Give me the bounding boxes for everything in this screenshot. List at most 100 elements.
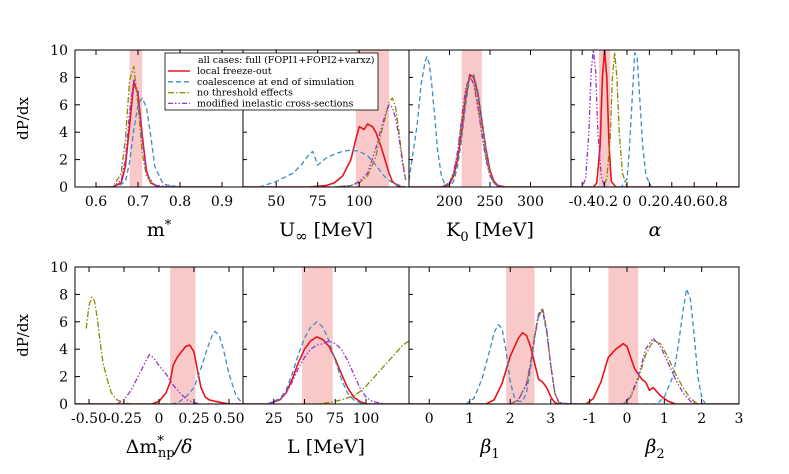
x-tick-label: 100 <box>353 411 380 427</box>
series-line-coalescence-at-end-of-simulation <box>243 149 406 187</box>
series-line-local-freeze-out <box>75 344 243 404</box>
x-tick-label: -0.25 <box>106 411 142 427</box>
x-tick-label: 0.25 <box>178 411 209 427</box>
series-line-modified-inelastic-cross-sections <box>409 308 571 404</box>
y-axis-label: dP/dx <box>14 314 32 357</box>
x-tick-label: 0.6 <box>85 194 107 210</box>
series-line-coalescence-at-end-of-simulation <box>571 52 739 187</box>
series-line-no-threshold-effects <box>409 76 571 187</box>
legend-box <box>164 52 379 111</box>
x-axis-label: U∞ [MeV] <box>279 219 373 245</box>
x-tick-label: 0 <box>623 411 632 427</box>
series-line-coalescence-at-end-of-simulation <box>409 310 571 404</box>
panel-mstar: 0.6 0.7 0.8 0.9 0 2 4 6 8 10 dP/dx m* <box>14 43 244 241</box>
y-tick-label: 8 <box>59 287 68 303</box>
x-axis-label: L [MeV] <box>287 436 365 458</box>
highlight-band <box>129 50 143 187</box>
x-tick-label: 1 <box>465 411 474 427</box>
series-line-modified-inelastic-cross-sections <box>409 75 571 187</box>
panel-frame <box>570 49 740 188</box>
x-tick-label: 0.2 <box>638 194 660 210</box>
x-tick-label: 0.8 <box>169 194 191 210</box>
x-tick-label: 75 <box>309 194 327 210</box>
series-line-no-threshold-effects <box>571 340 739 404</box>
x-tick-label: 2 <box>506 411 515 427</box>
x-tick-label: 0.8 <box>705 194 727 210</box>
series-line-local-freeze-out <box>243 123 406 187</box>
x-tick-label: 2 <box>697 411 706 427</box>
x-tick-label: 0.7 <box>127 194 149 210</box>
y-tick-label: 2 <box>59 153 68 169</box>
highlight-band <box>170 267 196 404</box>
legend-item-label: modified inelastic cross-sections <box>197 98 354 109</box>
series-line-modified-inelastic-cross-sections <box>96 79 222 187</box>
highlight-band <box>599 50 611 187</box>
x-tick-label: 300 <box>517 194 544 210</box>
x-tick-label: 0.6 <box>683 194 705 210</box>
x-tick-label: 0.4 <box>661 194 683 210</box>
series-line-local-freeze-out <box>571 342 739 404</box>
legend-title: all cases: full (FOPI1+FOPI2+varxz) <box>198 55 374 66</box>
x-tick-label: 100 <box>346 194 373 210</box>
x-tick-label: 50 <box>296 411 314 427</box>
series-line-no-threshold-effects <box>243 340 409 404</box>
y-tick-label: 10 <box>50 260 68 276</box>
series-line-local-freeze-out <box>571 50 739 187</box>
y-tick-label: 0 <box>59 397 68 413</box>
series-line-modified-inelastic-cross-sections <box>571 337 739 404</box>
panel-beta1: 0 1 2 3 β1 <box>408 266 572 462</box>
legend: all cases: full (FOPI1+FOPI2+varxz)local… <box>164 52 379 111</box>
x-tick-label: 0 <box>623 194 632 210</box>
panel-dmnp: -0.50 -0.25 0 0.25 0.50 0 2 4 6 8 10 dP/dx Δm* np/δ <box>14 260 245 461</box>
legend-item-label: local freeze-out <box>197 66 272 77</box>
x-tick-label: -1 <box>583 411 597 427</box>
series-line-modified-inelastic-cross-sections <box>243 104 407 187</box>
x-tick-label: 250 <box>477 194 504 210</box>
x-tick-label: 0.50 <box>213 411 244 427</box>
series-line-modified-inelastic-cross-sections <box>75 354 243 404</box>
x-tick-label: 50 <box>267 194 285 210</box>
y-tick-label: 0 <box>59 180 68 196</box>
x-axis-label: m* <box>147 218 172 241</box>
series-line-modified-inelastic-cross-sections <box>571 50 739 187</box>
x-tick-label: 25 <box>265 411 283 427</box>
series-line-coalescence-at-end-of-simulation <box>75 330 243 404</box>
x-tick-label: 0.9 <box>211 194 233 210</box>
y-tick-label: 8 <box>59 70 68 86</box>
panel-L: 25 50 75 100 L [MeV] <box>242 266 410 458</box>
x-tick-label: 200 <box>436 194 463 210</box>
series-line-coalescence-at-end-of-simulation <box>409 56 571 187</box>
x-tick-label: -0.4 <box>569 194 596 210</box>
x-tick-label: -0.2 <box>591 194 618 210</box>
x-axis-label: Δm* np/δ <box>126 434 193 461</box>
panel-uinf: 50 75 100 U∞ [MeV] <box>242 49 410 245</box>
series-line-coalescence-at-end-of-simulation <box>571 288 739 404</box>
x-tick-label: -0.50 <box>71 411 107 427</box>
legend-item-label: coalescence at end of simulation <box>197 77 354 88</box>
y-tick-label: 2 <box>59 370 68 386</box>
panel-frame <box>74 266 244 405</box>
x-tick-label: 3 <box>546 411 555 427</box>
highlight-band <box>608 267 639 404</box>
y-tick-label: 4 <box>59 125 68 141</box>
x-tick-label: 75 <box>326 411 344 427</box>
x-tick-label: 1 <box>660 411 669 427</box>
x-tick-label: 3 <box>735 411 744 427</box>
y-tick-label: 4 <box>59 342 68 358</box>
panel-beta2: -1 0 1 2 3 β2 <box>570 266 744 462</box>
series-line-no-threshold-effects <box>409 307 571 404</box>
panel-k0: 200 250 300 K0 [MeV] <box>408 49 572 245</box>
series-line-local-freeze-out <box>409 73 571 187</box>
x-tick-label: 0 <box>155 411 164 427</box>
y-axis-label: dP/dx <box>14 97 32 140</box>
series-line-modified-inelastic-cross-sections <box>243 340 409 404</box>
legend-item-label: no threshold effects <box>197 88 293 99</box>
series-line-coalescence-at-end-of-simulation <box>243 321 409 404</box>
x-axis-label: β2 <box>644 436 664 462</box>
panel-frame <box>570 266 740 405</box>
highlight-band <box>302 267 333 404</box>
panel-alpha: -0.4-0.2 0 0.2 0.4 0.6 0.8 α <box>569 49 740 241</box>
series-line-coalescence-at-end-of-simulation <box>96 97 222 187</box>
